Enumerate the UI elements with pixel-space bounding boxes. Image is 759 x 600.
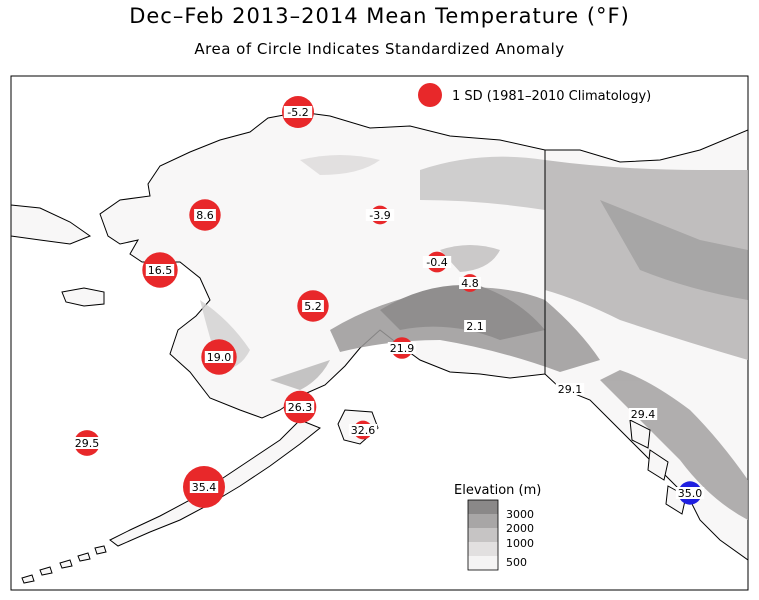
elevation-swatch-3 bbox=[468, 528, 498, 542]
station-label-background bbox=[628, 408, 658, 420]
station-value-label: 35.4 bbox=[192, 481, 217, 494]
island-st-lawrence bbox=[11, 204, 92, 245]
station-label-background bbox=[365, 209, 395, 221]
elevation-level-3000: 3000 bbox=[506, 508, 534, 521]
station-label-background bbox=[422, 256, 452, 268]
station-label-background bbox=[285, 401, 315, 413]
aleutian-islands bbox=[21, 545, 107, 584]
station-value-label: 21.9 bbox=[390, 342, 415, 355]
se-archipelago bbox=[629, 419, 687, 515]
station-value-label: 26.3 bbox=[288, 401, 313, 414]
station-value-label: 16.5 bbox=[148, 264, 173, 277]
station-label-background bbox=[189, 481, 219, 493]
station-value-label: 32.6 bbox=[351, 424, 376, 437]
elevation-level-2000: 2000 bbox=[506, 522, 534, 535]
station-value-label: 35.0 bbox=[678, 487, 703, 500]
station-label-background bbox=[675, 487, 705, 499]
map-subtitle: Area of Circle Indicates Standardized An… bbox=[194, 40, 565, 58]
elevation-legend-title: Elevation (m) bbox=[454, 483, 541, 498]
station-value-label: -3.9 bbox=[369, 209, 390, 222]
station-value-label: 19.0 bbox=[207, 351, 232, 364]
station-label-background bbox=[387, 342, 417, 354]
station-value-label: 29.5 bbox=[75, 437, 100, 450]
elevation-swatch-2 bbox=[468, 514, 498, 528]
station-label-background bbox=[204, 351, 234, 363]
elevation-swatch-5 bbox=[468, 556, 498, 570]
elevation-level-500: 500 bbox=[506, 556, 527, 569]
station-value-label: 29.1 bbox=[558, 383, 583, 396]
elevation-swatch-1 bbox=[468, 500, 498, 514]
station-value-label: -0.4 bbox=[426, 256, 447, 269]
station-label-background bbox=[194, 209, 216, 221]
station-value-label: 29.4 bbox=[631, 408, 656, 421]
elevation-level-1000: 1000 bbox=[506, 537, 534, 550]
station-label-background bbox=[72, 437, 102, 449]
station-label-background bbox=[283, 106, 313, 118]
sd-legend: 1 SD (1981–2010 Climatology) bbox=[418, 83, 651, 107]
station-label-background bbox=[464, 320, 486, 332]
station-value-label: 5.2 bbox=[304, 300, 322, 313]
station-value-label: -5.2 bbox=[287, 106, 308, 119]
station-value-label: 8.6 bbox=[196, 209, 214, 222]
station-value-label: 2.1 bbox=[466, 320, 484, 333]
sd-legend-circle bbox=[418, 83, 442, 107]
island-nunivak bbox=[61, 287, 105, 307]
station-value-label: 4.8 bbox=[461, 277, 479, 290]
sd-legend-label: 1 SD (1981–2010 Climatology) bbox=[452, 89, 651, 104]
station-label-background bbox=[555, 383, 585, 395]
station-label-background bbox=[302, 300, 324, 312]
station-label-background bbox=[348, 424, 378, 436]
station-markers: -5.2 8.6 -3.9 16.5 -0.4 4.8 5.2 2.1 19.0 21.9 29.1… bbox=[72, 96, 705, 508]
elevation-legend: Elevation (m) 3000 2000 1000 500 bbox=[454, 483, 541, 571]
station-label-background bbox=[459, 277, 481, 289]
station-label-background bbox=[145, 264, 175, 276]
elevation-legend-border bbox=[467, 499, 499, 571]
alaska-peninsula bbox=[109, 419, 321, 547]
elevation-swatch-4 bbox=[468, 542, 498, 556]
map-title: Dec–Feb 2013–2014 Mean Temperature (°F) bbox=[129, 4, 630, 28]
